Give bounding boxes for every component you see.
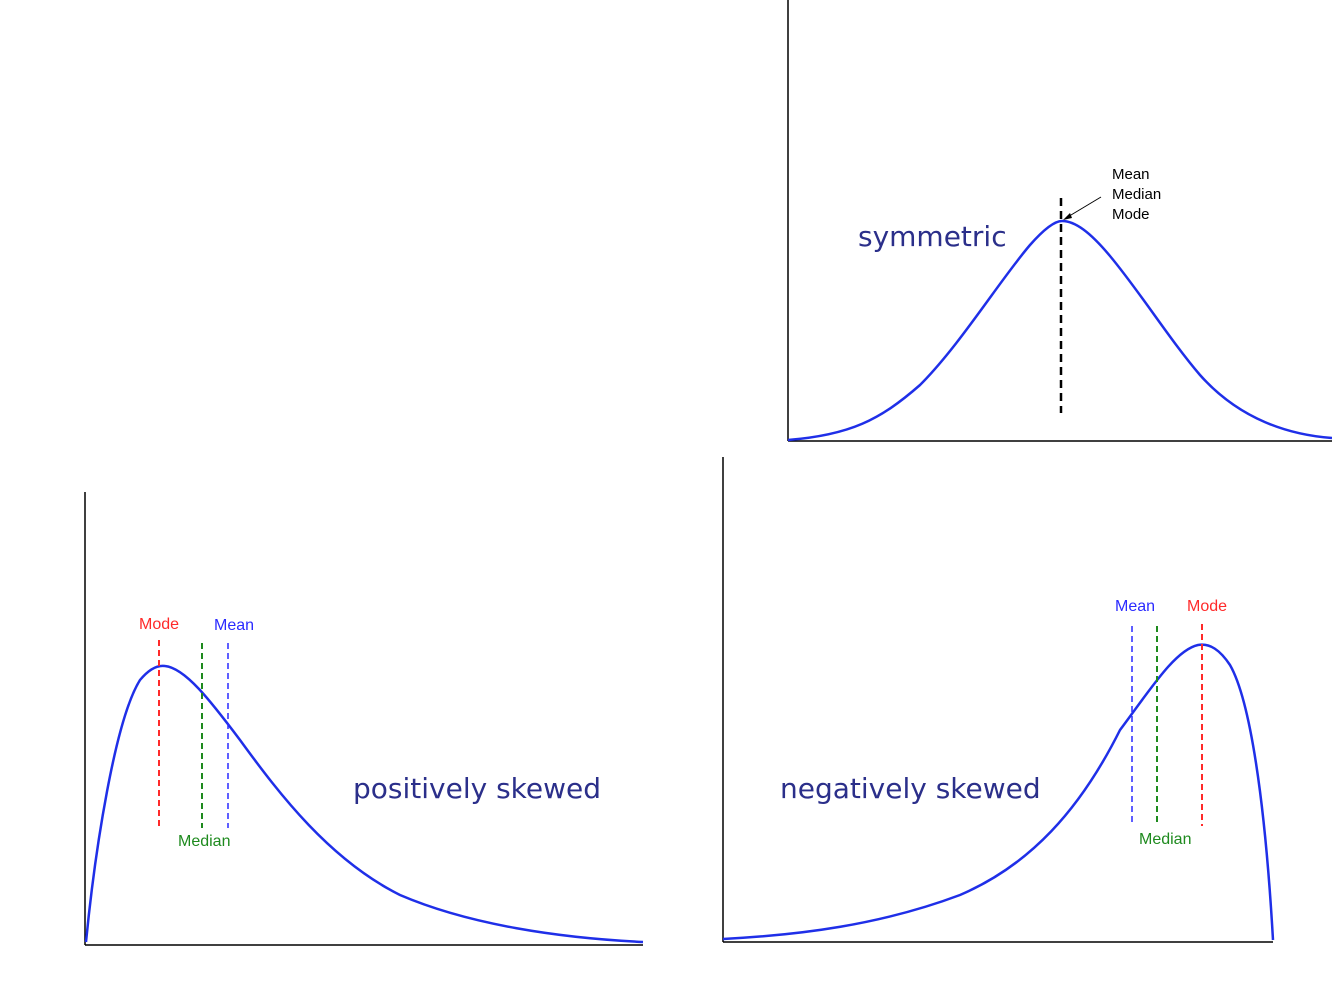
symmetric-panel: Mean Median Mode symmetric (787, 0, 1332, 442)
symmetric-label-median: Median (1112, 186, 1161, 203)
symmetric-label-mean: Mean (1112, 166, 1150, 183)
negative-curve (722, 643, 1275, 941)
positive-label-mode: Mode (139, 616, 179, 633)
negative-caption: negatively skewed (780, 772, 1041, 805)
symmetric-arrowhead (1063, 213, 1072, 220)
negative-panel: Mean Mode Median negatively skewed (722, 457, 1275, 943)
positive-caption: positively skewed (353, 772, 601, 805)
negative-label-mean: Mean (1115, 598, 1155, 615)
positive-panel: Mode Mean Median positively skewed (84, 492, 644, 946)
positive-label-median: Median (178, 833, 230, 850)
positive-curve (84, 664, 644, 944)
negative-label-median: Median (1139, 831, 1191, 848)
symmetric-pointer-arrow (1065, 196, 1102, 219)
symmetric-curve (787, 219, 1332, 442)
negative-label-mode: Mode (1187, 598, 1227, 615)
symmetric-caption: symmetric (858, 220, 1007, 253)
positive-label-mean: Mean (214, 617, 254, 634)
symmetric-label-mode: Mode (1112, 206, 1150, 223)
